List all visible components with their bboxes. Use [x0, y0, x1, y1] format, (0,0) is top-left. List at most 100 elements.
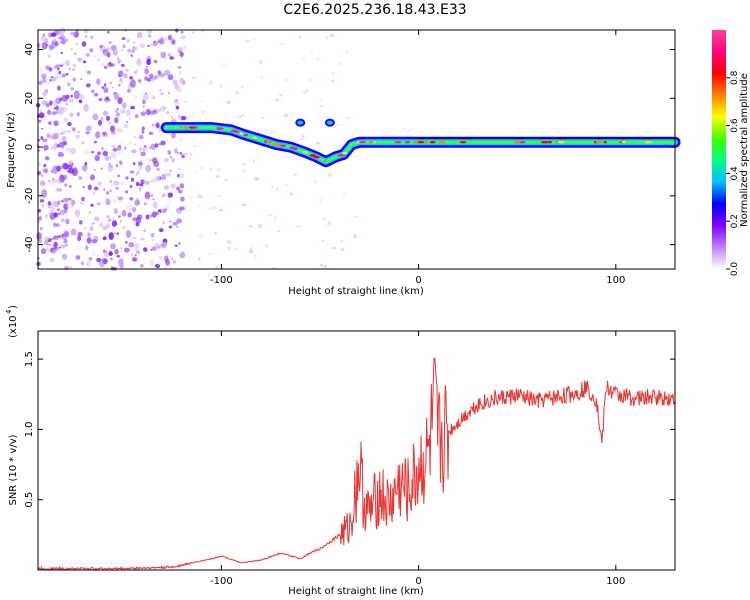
noise-speck	[171, 39, 176, 45]
noise-speck	[84, 227, 87, 229]
noise-speck	[62, 106, 67, 113]
noise-speck	[164, 69, 171, 76]
trace-hotspot	[547, 140, 553, 144]
faint-speck	[208, 253, 212, 255]
trace-hotspot	[188, 126, 196, 129]
noise-speck	[144, 76, 149, 81]
noise-speck	[109, 82, 113, 85]
noise-speck	[85, 35, 88, 38]
noise-speck	[49, 100, 53, 106]
noise-speck	[129, 79, 136, 88]
noise-speck	[69, 265, 73, 269]
trace-hotspot	[543, 140, 550, 144]
noise-speck	[74, 209, 81, 218]
spectrogram-plot-area	[38, 30, 675, 269]
noise-speck	[117, 83, 121, 87]
noise-speck	[64, 59, 70, 67]
faint-speck	[192, 144, 198, 147]
faint-speck	[248, 225, 253, 228]
noise-speck	[128, 241, 135, 248]
noise-speck	[123, 124, 129, 129]
noise-speck	[61, 129, 68, 135]
noise-speck	[42, 138, 48, 143]
noise-speck	[172, 221, 178, 226]
faint-speck	[242, 203, 246, 207]
trace-hotspot	[621, 140, 627, 144]
noise-speck	[101, 86, 105, 89]
noise-speck	[85, 53, 90, 57]
noise-speck	[59, 209, 66, 216]
trace-hotspot	[266, 140, 271, 144]
noise-speck	[153, 75, 158, 80]
noise-speck	[39, 109, 42, 113]
colorbar-tick-label: 0.8	[730, 70, 740, 85]
trace-hotspot	[179, 126, 183, 129]
noise-speck	[97, 151, 101, 156]
noise-speck	[174, 99, 179, 102]
noise-speck	[161, 173, 167, 181]
trace-hotspot	[438, 140, 446, 144]
noise-speck	[85, 126, 92, 132]
noise-speck	[106, 215, 110, 219]
faint-speck	[284, 113, 289, 118]
noise-speck	[111, 144, 117, 149]
noise-speck	[74, 52, 77, 56]
noise-speck	[89, 48, 93, 53]
faint-speck	[209, 80, 212, 85]
noise-speck	[72, 68, 75, 71]
noise-speck	[71, 162, 74, 166]
noise-speck	[59, 75, 62, 78]
noise-speck	[151, 211, 157, 218]
noise-speck	[147, 34, 152, 38]
noise-speck	[60, 51, 64, 54]
noise-speck	[85, 245, 89, 251]
noise-speck	[155, 263, 161, 269]
y-tick-label: 20	[24, 92, 35, 105]
noise-speck	[146, 44, 151, 48]
faint-speck	[201, 28, 204, 33]
faint-speck	[284, 184, 289, 187]
noise-speck	[108, 61, 112, 65]
faint-speck	[271, 186, 275, 189]
noise-speck	[55, 97, 60, 104]
noise-speck	[163, 255, 169, 262]
noise-speck	[51, 87, 54, 89]
y-tick-label: -40	[24, 236, 35, 252]
noise-speck	[133, 236, 136, 239]
noise-speck	[154, 242, 160, 250]
snr-plot-area	[38, 331, 675, 570]
faint-speck	[340, 239, 344, 243]
noise-speck	[176, 207, 183, 214]
trace-hotspot	[644, 140, 652, 144]
noise-speck	[169, 155, 173, 158]
noise-speck	[72, 77, 76, 82]
trace-hotspot	[183, 126, 189, 129]
noise-speck	[57, 212, 61, 216]
noise-speck	[45, 43, 49, 47]
noise-speck	[111, 183, 114, 187]
noise-speck	[142, 93, 149, 101]
faint-speck	[331, 72, 335, 76]
colorbar-tick-label: 0.0	[730, 262, 740, 277]
noise-speck	[44, 236, 50, 242]
noise-speck	[135, 216, 142, 224]
noise-speck	[170, 183, 176, 189]
noise-speck	[121, 102, 127, 109]
noise-speck	[113, 180, 120, 186]
y-tick-label: 1.0	[24, 421, 35, 437]
noise-speck	[73, 31, 79, 38]
noise-speck	[165, 172, 172, 177]
noise-speck	[101, 131, 107, 136]
snr-ylabel: SNR (10 * v/v)	[8, 434, 19, 505]
trace-hotspot	[603, 140, 607, 144]
noise-speck	[44, 213, 49, 219]
noise-speck	[66, 106, 69, 110]
noise-speck	[102, 150, 108, 157]
faint-speck	[275, 98, 280, 102]
noise-speck	[116, 112, 120, 117]
noise-speck	[103, 87, 109, 94]
noise-speck	[116, 57, 120, 60]
spectrogram-ticks: -100 0 100 -40 -20 0 20 40	[24, 30, 675, 286]
noise-speck	[179, 183, 185, 189]
noise-speck	[83, 28, 89, 34]
